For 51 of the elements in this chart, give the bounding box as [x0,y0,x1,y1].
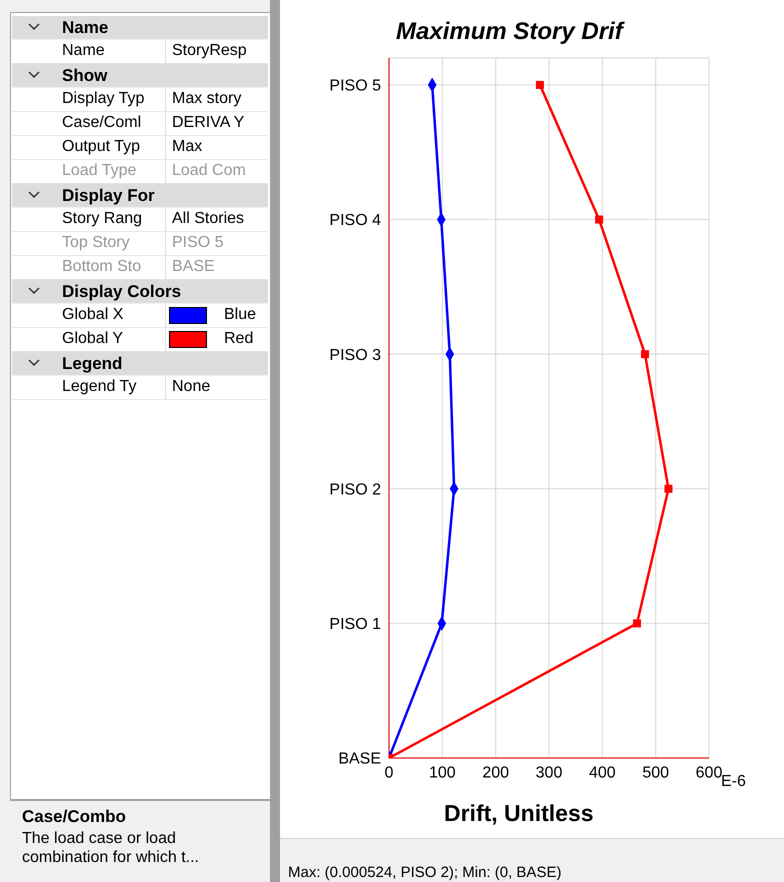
text: Top Story [62,234,131,252]
text: Max: (0.000524, PISO 2); Min: (0, BASE) [288,864,562,881]
text: Case/Combo [22,807,126,827]
point [633,619,641,628]
text: Legend [62,354,122,374]
x-axis-title: Drift, Unitless [444,800,594,827]
x-tick-label: 200 [482,764,510,782]
chart-title: Maximum Story Drif [396,18,623,46]
text: None [172,378,210,396]
point [536,80,544,89]
text: Global Y [62,330,124,348]
text: Global X [62,306,124,324]
text: Max [172,138,202,156]
text: All Stories [172,210,244,228]
text: PISO 5 [172,234,224,252]
y-tick-label: PISO 5 [329,78,382,95]
text: E-6 [721,773,746,791]
y-tick-label: PISO 4 [329,212,382,230]
y-tick-label: PISO 3 [329,346,382,364]
text: Load Type [62,162,138,180]
text: Legend Ty [62,378,138,396]
point [664,484,672,493]
text: Bottom Sto [62,258,142,276]
y-tick-label: BASE [338,750,381,768]
x-tick-label: 500 [642,764,670,782]
text: Load Com [172,162,246,180]
y-tick-label: PISO 1 [329,616,382,634]
x-tick-label: 600 [696,764,722,782]
text: Name [62,42,106,60]
x-tick-label: 0 [384,764,394,782]
y-tick-label: PISO 2 [329,481,382,498]
text: Display For [62,186,155,206]
text: Blue [224,306,256,324]
text: StoryResp [172,42,247,60]
text: Red [224,330,254,348]
text: Display Typ [62,90,146,108]
x-tick-label: 400 [588,764,616,782]
text: The load case or load combination for which t... [22,829,200,867]
text: Story Rang [62,210,144,228]
text: Case/Coml [62,114,142,132]
x-tick-label: 300 [536,764,562,782]
point [595,216,604,224]
point [641,350,649,358]
text: Name [62,18,108,38]
text: Show [62,66,108,86]
text: Display Colors [62,282,182,302]
text: BASE [172,258,215,276]
x-tick-label: 100 [428,764,456,782]
text: Max story [172,90,242,108]
text: DERIVA Y [172,114,244,132]
text: Output Typ [62,138,141,156]
